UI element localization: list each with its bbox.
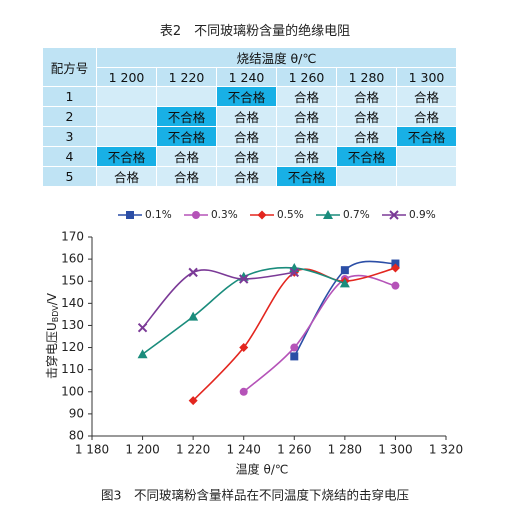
x-tick-label: 1 200 xyxy=(125,443,159,457)
y-label-sub: BDV xyxy=(51,305,60,323)
row-id: 5 xyxy=(42,166,97,187)
legend-label: 0.5% xyxy=(277,209,304,221)
table-row: 1 200 1 220 1 240 1 260 1 280 1 300 xyxy=(43,67,457,87)
cell: 不合格 xyxy=(96,146,157,167)
legend-marker xyxy=(126,211,134,219)
cell: 合格 xyxy=(276,126,337,147)
row-id: 4 xyxy=(42,146,97,167)
legend-marker xyxy=(257,210,267,220)
data-point xyxy=(390,263,400,273)
column-header: 1 300 xyxy=(396,67,457,87)
table-title: 表2 不同玻璃粉含量的绝缘电阻 xyxy=(159,24,351,39)
cell: 合格 xyxy=(156,166,217,187)
x-axis-label: 温度 θ/℃ xyxy=(236,462,289,477)
column-header: 1 200 xyxy=(96,67,157,87)
x-tick-label: 1 240 xyxy=(227,443,261,457)
data-point xyxy=(391,281,400,290)
legend-label: 0.1% xyxy=(145,209,172,221)
cell: 合格 xyxy=(276,146,337,167)
legend-marker xyxy=(323,210,333,219)
legend-label: 0.3% xyxy=(211,209,238,221)
y-tick-label: 140 xyxy=(61,296,84,310)
data-point xyxy=(239,274,249,284)
group-header: 烧结温度 θ/℃ xyxy=(96,47,457,68)
row-id: 2 xyxy=(42,106,97,127)
data-point xyxy=(239,343,249,353)
data-point xyxy=(239,387,248,396)
data-point xyxy=(188,311,199,321)
legend-marker xyxy=(192,211,200,219)
data-point xyxy=(340,266,349,275)
column-header: 1 240 xyxy=(216,67,277,87)
y-tick-label: 90 xyxy=(69,406,84,420)
y-label-unit: /V xyxy=(45,292,59,305)
x-tick-label: 1 220 xyxy=(176,443,210,457)
table-row: 5 合格 合格 合格 不合格 xyxy=(42,166,457,187)
y-tick-label: 130 xyxy=(61,318,84,332)
table-row: 1 不合格 合格 合格 合格 xyxy=(42,86,457,107)
cell xyxy=(96,106,157,127)
x-tick-label: 1 300 xyxy=(378,443,412,457)
cell: 合格 xyxy=(276,86,337,107)
legend-marker xyxy=(389,210,399,220)
data-point xyxy=(188,396,198,406)
cell: 合格 xyxy=(336,126,397,147)
cell: 不合格 xyxy=(396,126,457,147)
y-tick-label: 150 xyxy=(61,274,84,288)
legend-label: 0.7% xyxy=(343,209,370,221)
column-header: 1 260 xyxy=(276,67,337,87)
cell: 不合格 xyxy=(216,86,277,107)
y-axis-label: 击穿电压UBDV/V xyxy=(44,292,60,379)
x-tick-label: 1 180 xyxy=(75,443,109,457)
y-tick-label: 170 xyxy=(61,230,84,244)
series-line xyxy=(243,274,396,393)
cell: 不合格 xyxy=(336,146,397,167)
data-point xyxy=(290,352,299,361)
data-point xyxy=(290,343,299,352)
cell xyxy=(396,166,457,187)
cell: 不合格 xyxy=(156,106,217,127)
data-point xyxy=(339,278,350,288)
y-tick-label: 160 xyxy=(61,252,84,266)
y-tick-label: 100 xyxy=(61,384,84,398)
cell: 合格 xyxy=(216,106,277,127)
cell: 合格 xyxy=(336,106,397,127)
data-point xyxy=(289,267,299,278)
data-point xyxy=(137,349,148,359)
data-point xyxy=(137,322,148,333)
cell xyxy=(396,146,457,167)
y-tick-label: 120 xyxy=(61,340,84,354)
cell: 不合格 xyxy=(276,166,337,187)
table: 配方号 烧结温度 θ/℃ 1 200 1 220 1 240 1 260 1 280 1 30… xyxy=(42,47,457,187)
y-tick-label: 110 xyxy=(61,362,84,376)
x-tick-label: 1 280 xyxy=(328,443,362,457)
x-tick-label: 1 260 xyxy=(277,443,311,457)
column-header: 1 220 xyxy=(156,67,217,87)
row-id: 1 xyxy=(42,86,97,107)
x-tick-label: 1 320 xyxy=(429,443,463,457)
cell: 合格 xyxy=(396,86,457,107)
caption: 图3 不同玻璃粉含量样品在不同温度下烧结的击穿电压 xyxy=(101,488,409,503)
cell xyxy=(156,86,217,107)
cell xyxy=(96,86,157,107)
y-label-main: 击穿电压U xyxy=(44,322,59,379)
series-line xyxy=(141,269,295,329)
y-tick-label: 80 xyxy=(69,429,84,443)
data-point xyxy=(188,267,198,278)
cell: 合格 xyxy=(396,106,457,127)
cell: 合格 xyxy=(216,166,277,187)
legend-label: 0.9% xyxy=(409,209,436,221)
series-line xyxy=(192,267,396,402)
